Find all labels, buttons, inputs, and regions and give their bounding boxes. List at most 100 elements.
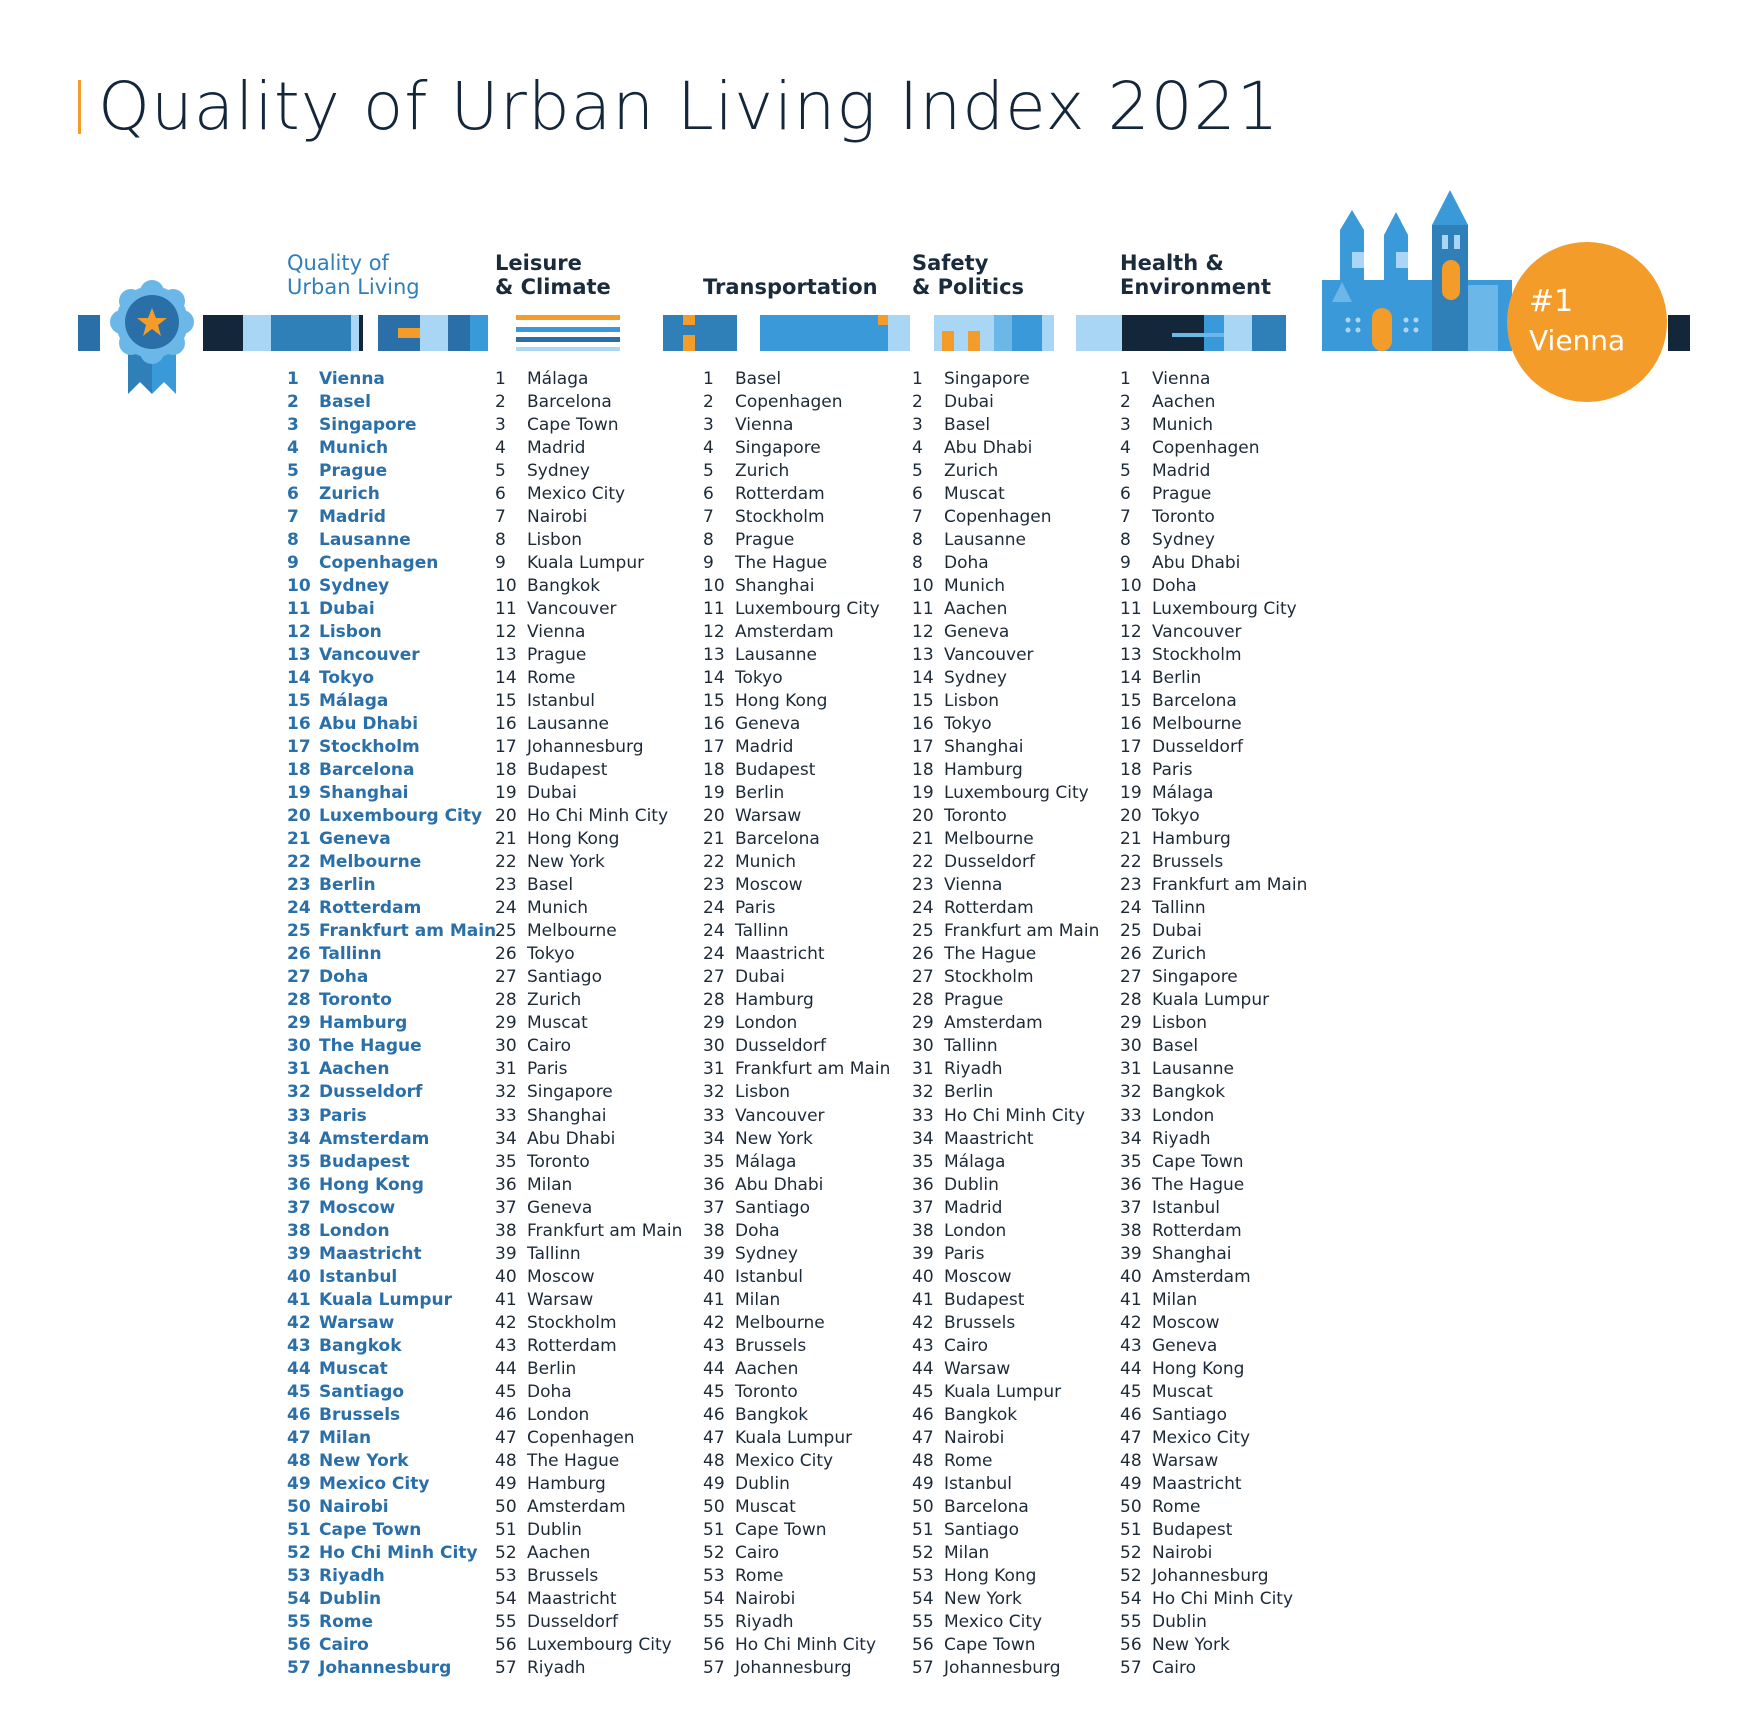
ranking-row: 12 Vancouver [1120,621,1307,644]
city-name: Luxembourg City [1152,599,1297,620]
rank-number: 57 [1120,1657,1142,1678]
rank-number: 35 [287,1151,311,1172]
city-name: Dublin [319,1588,382,1609]
rank-number: 4 [495,438,506,459]
city-name: Abu Dhabi [944,438,1033,459]
ranking-row: 2 Basel [287,391,496,414]
ranking-row: 24 Tallinn [1120,897,1307,920]
rank-number: 29 [495,1013,517,1034]
city-name: Tallinn [527,1243,581,1264]
city-name: Singapore [735,438,821,459]
ranking-row: 46 London [495,1404,682,1427]
city-name: Tallinn [319,944,382,965]
city-name: Zurich [735,461,790,482]
ranking-row: 35 Málaga [912,1151,1099,1174]
city-name: Doha [944,553,989,574]
city-name: Mexico City [319,1473,430,1494]
rank-number: 44 [495,1358,517,1379]
city-name: Dusseldorf [944,852,1035,873]
strip-block [663,315,737,351]
rank-number: 40 [703,1266,725,1287]
city-name: Madrid [319,507,386,528]
rank-number: 28 [287,990,311,1011]
city-name: Berlin [1152,668,1202,689]
rank-number: 39 [912,1243,934,1264]
rank-number: 52 [1120,1542,1142,1563]
ranking-row: 17 Shanghai [912,736,1099,759]
ranking-row: 10 Doha [1120,575,1307,598]
rank-number: 55 [495,1611,517,1632]
rank-number: 2 [703,392,714,413]
strip-block [994,315,1012,351]
city-name: Singapore [1152,967,1238,988]
rank-number: 19 [703,783,725,804]
ranking-row: 24 Tallinn [703,920,890,943]
city-name: Luxembourg City [527,1634,672,1655]
rank-number: 47 [912,1427,934,1448]
ranking-row: 55 Dusseldorf [495,1611,682,1634]
ranking-row: 13 Vancouver [287,644,496,667]
rank-number: 40 [1120,1266,1142,1287]
ranking-row: 27 Dubai [703,966,890,989]
ranking-row: 38 London [287,1220,496,1243]
ranking-row: 17 Stockholm [287,736,496,759]
ranking-row: 37 Madrid [912,1197,1099,1220]
ranking-row: 21 Geneva [287,828,496,851]
city-name: Muscat [1152,1381,1213,1402]
city-name: Santiago [735,1197,810,1218]
ranking-row: 21 Hamburg [1120,828,1307,851]
rank-number: 4 [703,438,714,459]
city-name: Abu Dhabi [527,1128,616,1149]
rank-number: 22 [495,852,517,873]
rank-number: 21 [495,829,517,850]
city-name: Kuala Lumpur [527,553,645,574]
ranking-row: 12 Geneva [912,621,1099,644]
city-name: Istanbul [527,691,596,712]
ranking-row: 30 Dusseldorf [703,1035,890,1058]
city-name: Dubai [944,392,994,413]
rank-number: 31 [495,1059,517,1080]
city-name: Kuala Lumpur [319,1289,452,1310]
ranking-row: 37 Santiago [703,1197,890,1220]
rank-number: 28 [912,990,934,1011]
ranking-row: 21 Hong Kong [495,828,682,851]
city-name: Aachen [944,599,1008,620]
ranking-row: 16 Abu Dhabi [287,713,496,736]
ranking-row: 47 Mexico City [1120,1427,1307,1450]
ranking-row: 41 Warsaw [495,1289,682,1312]
city-name: Nairobi [735,1588,796,1609]
rank-number: 11 [287,599,311,620]
rank-number: 36 [287,1174,311,1195]
ranking-row: 39 Maastricht [287,1243,496,1266]
ranking-row: 56 Ho Chi Minh City [703,1634,890,1657]
city-name: Shanghai [319,783,409,804]
city-name: Lausanne [1152,1059,1234,1080]
city-name: Santiago [319,1381,405,1402]
city-name: Ho Chi Minh City [944,1105,1086,1126]
winner-badge: #1 Vienna [1507,242,1667,402]
rank-number: 17 [495,737,517,758]
ranking-row: 51 Cape Town [703,1519,890,1542]
ranking-row: 4 Singapore [703,437,890,460]
city-name: Málaga [1152,783,1214,804]
city-name: Nairobi [527,507,588,528]
rank-number: 18 [495,760,517,781]
city-name: Milan [527,1174,573,1195]
ranking-row: 55 Rome [287,1611,496,1634]
ranking-row: 25 Dubai [1120,920,1307,943]
ranking-row: 7 Madrid [287,506,496,529]
rank-number: 10 [912,576,934,597]
rank-number: 42 [495,1312,517,1333]
city-name: Milan [735,1289,781,1310]
header-safety-line-1: Safety [912,251,989,275]
rank-number: 38 [287,1220,311,1241]
ranking-row: 34 Abu Dhabi [495,1128,682,1151]
city-name: Cairo [527,1036,572,1057]
rank-number: 22 [1120,852,1142,873]
rank-number: 7 [912,507,923,528]
rank-number: 35 [703,1151,725,1172]
rank-number: 28 [495,990,517,1011]
ranking-row: 32 Bangkok [1120,1081,1307,1104]
city-name: Istanbul [319,1266,398,1287]
ranking-row: 6 Rotterdam [703,483,890,506]
